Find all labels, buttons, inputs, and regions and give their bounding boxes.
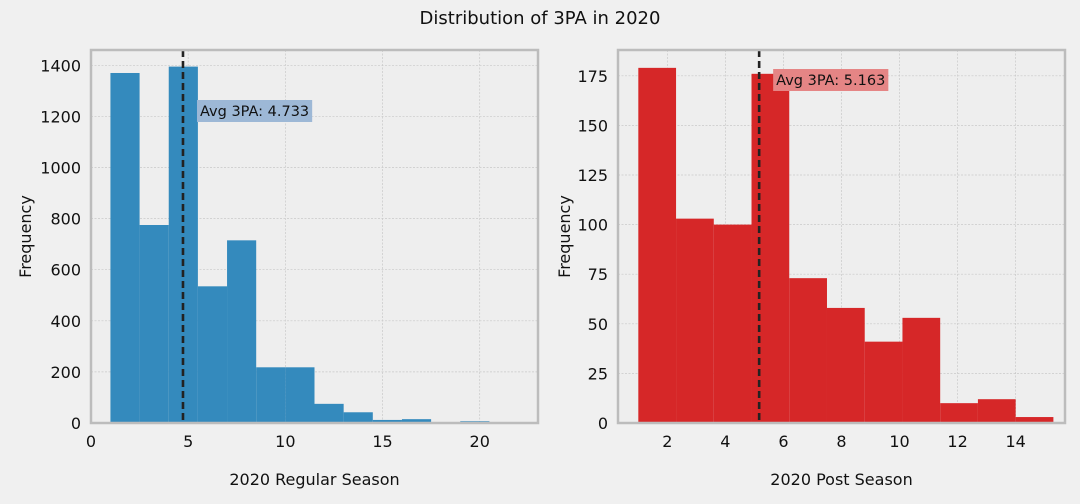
y-tick-label: 150 [577, 116, 608, 135]
histogram-bar-2 [713, 224, 752, 423]
y-tick-label: 800 [50, 210, 81, 229]
plot-frame [89, 48, 540, 425]
histogram-bar-3 [751, 73, 790, 424]
x-tick-label: 20 [470, 432, 490, 451]
histogram-bar-9 [977, 399, 1016, 423]
x-tick-label: 15 [372, 432, 392, 451]
x-tick-label: 12 [947, 432, 967, 451]
histogram-bar-1 [676, 218, 714, 423]
histogram-bar-8 [940, 403, 978, 423]
y-tick-label: 100 [577, 216, 608, 235]
y-tick-label: 1000 [40, 159, 81, 178]
histogram-bar-10 [401, 419, 432, 423]
y-tick-label: 400 [50, 312, 81, 331]
x-tick-labels: 0 5 10 15 20 [86, 432, 490, 451]
y-tick-labels: 0 200 400 600 800 1000 1200 1400 [40, 56, 81, 433]
histogram-bar-6 [864, 341, 903, 423]
y-axis-label: Frequency [16, 195, 35, 278]
x-tick-label: 8 [836, 432, 846, 451]
y-tick-label: 600 [50, 261, 81, 280]
histogram-bar-4 [227, 240, 257, 423]
y-tick-label: 0 [71, 414, 81, 433]
mean-annotation: Avg 3PA: 5.163 [773, 69, 889, 91]
x-tick-label: 4 [720, 432, 730, 451]
y-tick-labels: 0 25 50 75 100 125 150 175 [577, 67, 608, 433]
y-axis-label: Frequency [555, 195, 574, 278]
histogram-bar-10 [1015, 417, 1054, 423]
x-tick-label: 2 [662, 432, 672, 451]
histogram-bar-0 [638, 67, 677, 423]
mean-annotation: Avg 3PA: 4.733 [196, 100, 313, 122]
x-tick-label: 10 [275, 432, 295, 451]
x-tick-label: 10 [889, 432, 909, 451]
histogram-bar-5 [826, 307, 865, 423]
y-tick-label: 50 [588, 315, 608, 334]
histogram-bars [638, 67, 1054, 424]
histogram-bar-8 [343, 412, 373, 423]
y-tick-label: 25 [588, 364, 608, 383]
annotation-box [196, 100, 313, 122]
x-tick-label: 14 [1005, 432, 1025, 451]
x-tick-label: 6 [778, 432, 788, 451]
x-tick-labels: 2 4 6 8 10 12 14 [662, 432, 1026, 451]
annotation-text: Avg 3PA: 5.163 [776, 73, 885, 89]
histogram-bar-7 [314, 403, 344, 423]
histogram-bar-4 [789, 278, 827, 423]
histogram-bars [110, 66, 519, 423]
histogram-bar-1 [139, 225, 169, 423]
figure-title: Distribution of 3PA in 2020 [419, 8, 661, 29]
y-tick-label: 125 [577, 166, 608, 185]
annotation-box [773, 69, 889, 91]
y-tick-label: 175 [577, 67, 608, 86]
x-axis-label: 2020 Post Season [770, 470, 912, 489]
histogram-bar-3 [197, 286, 228, 423]
histogram-bar-0 [110, 72, 140, 423]
y-tick-label: 200 [50, 363, 81, 382]
y-tick-label: 1200 [40, 107, 81, 126]
y-tick-label: 75 [588, 265, 608, 284]
y-tick-label: 1400 [40, 56, 81, 75]
annotation-text: Avg 3PA: 4.733 [200, 104, 309, 120]
x-tick-label: 0 [86, 432, 96, 451]
histogram-bar-7 [902, 317, 941, 423]
plot-frame [616, 48, 1067, 425]
x-tick-label: 5 [183, 432, 193, 451]
y-tick-label: 0 [598, 414, 608, 433]
histogram-bar-6 [285, 367, 315, 423]
histogram-bar-5 [256, 367, 286, 423]
histogram-bar-9 [372, 419, 402, 423]
x-axis-label: 2020 Regular Season [229, 470, 399, 489]
